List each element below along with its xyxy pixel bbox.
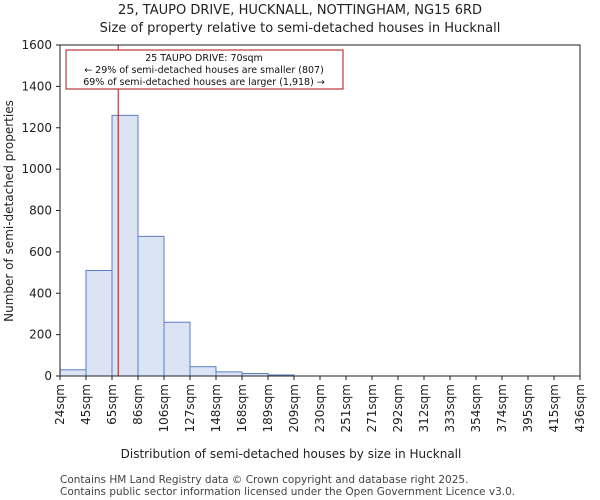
- chart-title: 25, TAUPO DRIVE, HUCKNALL, NOTTINGHAM, N…: [118, 3, 482, 18]
- x-tick-label: 333sqm: [443, 384, 457, 432]
- annotation-line-1: 25 TAUPO DRIVE: 70sqm: [145, 53, 263, 64]
- x-tick-label: 168sqm: [235, 384, 249, 432]
- x-tick-label: 271sqm: [365, 384, 379, 432]
- y-axis-label: Number of semi-detached properties: [2, 100, 16, 322]
- x-tick-label: 436sqm: [573, 384, 587, 432]
- bar-148sqm: [215, 371, 243, 377]
- x-tick-label: 127sqm: [183, 384, 197, 432]
- y-tick-label: 1600: [21, 38, 52, 52]
- y-tick-label: 1200: [21, 121, 52, 135]
- x-tick-label: 65sqm: [105, 384, 119, 425]
- x-tick-label: 354sqm: [469, 384, 483, 432]
- y-tick-label: 400: [29, 286, 52, 300]
- bar-45sqm: [85, 269, 113, 377]
- annotation-line-3: 69% of semi-detached houses are larger (…: [83, 77, 325, 88]
- footer-line-1: Contains HM Land Registry data © Crown c…: [60, 474, 468, 486]
- bar-65sqm: [111, 114, 139, 377]
- x-tick-label: 189sqm: [261, 384, 275, 432]
- plot-area: 0 200 400 600 800 1000 1200 1400 1600 24sqm 45sqm 6…: [21, 38, 587, 432]
- chart-subtitle: Size of property relative to semi-detach…: [100, 21, 501, 36]
- x-tick-label: 45sqm: [79, 384, 93, 425]
- y-tick-label: 1000: [21, 162, 52, 176]
- y-tick-label: 800: [29, 204, 52, 218]
- x-tick-label: 251sqm: [339, 384, 353, 432]
- x-tick-label: 24sqm: [53, 384, 67, 425]
- marker-annotation: 25 TAUPO DRIVE: 70sqm ← 29% of semi-deta…: [65, 49, 344, 90]
- y-tick-label: 600: [29, 245, 52, 259]
- bar-127sqm: [189, 366, 217, 377]
- annotation-line-2: ← 29% of semi-detached houses are smalle…: [84, 65, 324, 76]
- x-tick-label: 395sqm: [521, 384, 535, 432]
- bar-86sqm: [137, 235, 165, 377]
- y-tick-label: 200: [29, 328, 52, 342]
- y-tick-label: 1400: [21, 79, 52, 93]
- x-axis-label: Distribution of semi-detached houses by …: [121, 447, 462, 461]
- x-tick-label: 148sqm: [209, 384, 223, 432]
- bar-106sqm: [163, 321, 191, 377]
- x-tick-label: 209sqm: [287, 384, 301, 432]
- x-tick-label: 415sqm: [547, 384, 561, 432]
- footer-line-2: Contains public sector information licen…: [60, 486, 515, 498]
- x-tick-label: 312sqm: [417, 384, 431, 432]
- bar-24sqm: [59, 369, 87, 377]
- x-tick-label: 374sqm: [495, 384, 509, 432]
- y-tick-label: 0: [44, 369, 52, 383]
- x-tick-label: 230sqm: [313, 384, 327, 432]
- annotation-box: [65, 49, 344, 90]
- x-tick-label: 106sqm: [157, 384, 171, 432]
- x-tick-label: 292sqm: [391, 384, 405, 432]
- plot-frame: [59, 44, 581, 377]
- x-tick-label: 86sqm: [131, 384, 145, 425]
